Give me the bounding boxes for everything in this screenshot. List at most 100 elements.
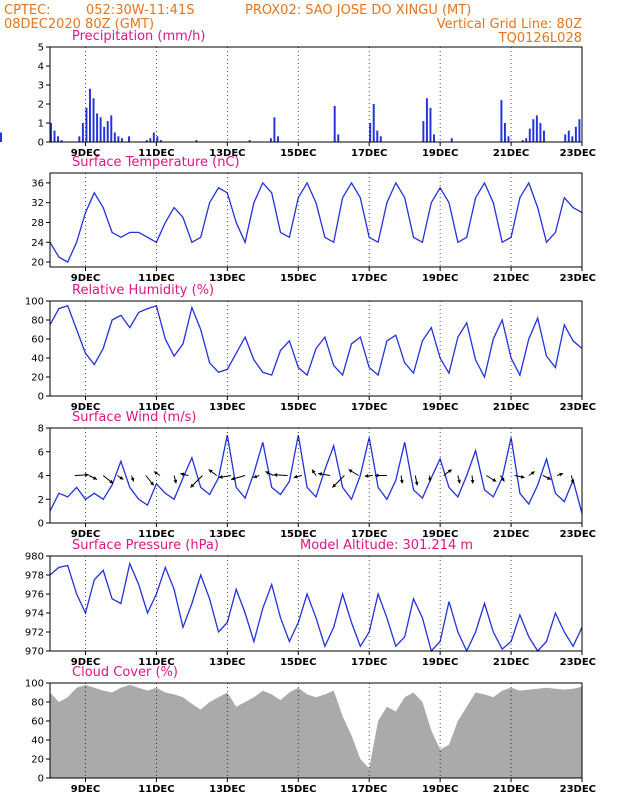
x-tick-label: 23DEC [560, 148, 596, 159]
wind-arrow-head [500, 477, 505, 482]
panel-frame [49, 46, 583, 143]
wind-arrow-head [153, 471, 158, 476]
x-tick-label: 19DEC [422, 273, 458, 284]
y-tick-label: 0 [38, 774, 44, 785]
wind-arrow-head [130, 477, 135, 482]
x-tick-label: 11DEC [138, 529, 174, 540]
header-agency: CPTEC: [4, 3, 51, 18]
x-tick-label: 15DEC [280, 657, 316, 668]
series-line [49, 304, 583, 379]
precip-bar [106, 121, 109, 142]
wind-arrow-head [218, 475, 223, 479]
wind-arrow-head [273, 472, 278, 477]
x-tick-label: 15DEC [280, 273, 316, 284]
panel-frame [49, 300, 583, 397]
precip-bar [0, 132, 2, 142]
precip-bar [276, 136, 279, 142]
x-tick-label: 19DEC [422, 148, 458, 159]
y-tick-label: 980 [25, 552, 44, 563]
x-tick-label: 19DEC [422, 529, 458, 540]
precip-bar [92, 98, 95, 142]
header-run-time: 08DEC2020 80Z (GMT) [4, 17, 154, 32]
y-tick-label: 978 [25, 571, 44, 582]
precip-bar [159, 140, 162, 142]
y-tick-label: 8 [38, 424, 44, 435]
x-tick-label: 15DEC [280, 784, 316, 795]
wind-arrow-head [119, 475, 124, 480]
wind-arrow-head [492, 478, 497, 482]
panel-title: Cloud Cover (%) [72, 665, 178, 680]
x-tick-label: 13DEC [209, 273, 245, 284]
precip-bar [333, 105, 336, 142]
y-tick-label: 36 [31, 178, 44, 189]
x-tick-label: 17DEC [351, 657, 387, 668]
precip-bar [376, 130, 379, 142]
y-tick-label: 970 [25, 647, 44, 658]
precip-bar [567, 130, 570, 142]
chart-panel-3: Relative Humidity (%) 0 20 40 60 80 100 9DEC 11D… [25, 283, 596, 413]
wind-arrow-head [447, 469, 452, 474]
precip-bar [117, 136, 120, 142]
header-station: PROX02: SAO JOSE DO XINGU (MT) [245, 3, 471, 18]
panel-title: Relative Humidity (%) [72, 283, 214, 298]
precip-bar [81, 123, 84, 142]
precip-bar [57, 136, 60, 142]
x-tick-label: 21DEC [493, 402, 529, 413]
chart-panel-6: Cloud Cover (%) 0 20 40 60 80 100 9DEC 11DEC 13DE… [25, 665, 596, 795]
precip-bar [433, 134, 435, 142]
x-tick-label: 11DEC [138, 402, 174, 413]
wind-arrow-head [180, 472, 185, 477]
wind-arrow-head [559, 472, 564, 477]
precip-bar [152, 132, 155, 142]
x-tick-label: 23DEC [560, 657, 596, 668]
series-line [49, 561, 583, 653]
wind-arrow-head [318, 472, 322, 476]
wind-arrow-head [348, 469, 353, 473]
y-tick-label: 972 [25, 628, 44, 639]
x-tick-label: 19DEC [422, 657, 458, 668]
precip-bar [503, 123, 506, 142]
y-tick-label: 20 [31, 755, 44, 766]
wind-arrow-head [546, 476, 551, 480]
x-tick-label: 17DEC [351, 148, 387, 159]
y-tick-label: 0 [38, 138, 44, 149]
wind-arrow-head [109, 479, 114, 484]
precip-bar [273, 117, 276, 142]
chart-panel-4: Surface Wind (m/s) 0 2 4 6 8 9DEC 11DEC 13DEC 15D… [38, 410, 596, 540]
precip-bar [195, 140, 198, 142]
x-tick-label: 23DEC [560, 529, 596, 540]
precip-bar [507, 136, 510, 142]
header-coords: 052:30W-11:41S [86, 3, 194, 18]
precip-bar [578, 119, 581, 142]
wind-arrow-head [374, 473, 379, 478]
y-tick-label: 5 [38, 43, 44, 54]
precip-bar [103, 126, 106, 142]
x-tick-label: 9DEC [71, 148, 100, 159]
wind-arrow-head [190, 483, 195, 488]
wind-arrow-head [93, 476, 98, 480]
x-tick-label: 17DEC [351, 529, 387, 540]
wind-arrow-head [150, 481, 154, 486]
cloud-cover-area [50, 684, 582, 778]
panel-title: Surface Wind (m/s) [72, 410, 196, 425]
y-tick-label: 4 [38, 62, 44, 73]
wind-arrow-head [208, 469, 213, 474]
precip-bar [542, 130, 545, 142]
x-tick-label: 21DEC [493, 273, 529, 284]
x-tick-label: 19DEC [422, 402, 458, 413]
wind-arrow-head [530, 471, 535, 476]
wind-arrow-head [520, 474, 525, 479]
precip-bar [128, 136, 130, 142]
precip-bar [120, 138, 123, 142]
precip-bar [50, 123, 52, 142]
precip-bar [379, 136, 382, 142]
y-tick-label: 32 [31, 198, 44, 209]
precip-bar [145, 140, 148, 142]
x-tick-label: 17DEC [351, 784, 387, 795]
x-tick-label: 21DEC [493, 529, 529, 540]
precip-bar [269, 138, 272, 142]
chart-panels: Precipitation (mm/h) 0 1 2 3 4 5 9DEC 11DEC 13DEC… [0, 29, 596, 795]
y-tick-label: 60 [31, 717, 44, 728]
x-tick-label: 21DEC [493, 148, 529, 159]
